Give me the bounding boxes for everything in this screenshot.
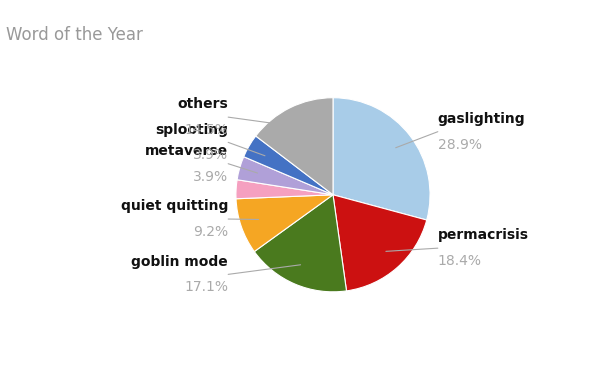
Text: metaverse: metaverse bbox=[145, 144, 228, 158]
Wedge shape bbox=[256, 98, 333, 195]
Wedge shape bbox=[254, 195, 347, 292]
Text: quiet quitting: quiet quitting bbox=[121, 199, 228, 213]
Text: 18.4%: 18.4% bbox=[438, 254, 482, 268]
Wedge shape bbox=[244, 136, 333, 195]
Wedge shape bbox=[237, 157, 333, 195]
Text: permacrisis: permacrisis bbox=[438, 228, 529, 242]
Wedge shape bbox=[333, 195, 427, 291]
Wedge shape bbox=[236, 195, 333, 252]
Text: 9.2%: 9.2% bbox=[193, 225, 228, 239]
Wedge shape bbox=[236, 180, 333, 199]
Text: others: others bbox=[178, 97, 228, 111]
Text: 14.5%: 14.5% bbox=[184, 123, 228, 137]
Text: 3.9%: 3.9% bbox=[193, 148, 228, 162]
Text: 17.1%: 17.1% bbox=[184, 280, 228, 294]
Text: gaslighting: gaslighting bbox=[438, 112, 526, 126]
Text: splooting: splooting bbox=[155, 122, 228, 137]
Text: Word of the Year: Word of the Year bbox=[6, 26, 143, 44]
Wedge shape bbox=[333, 98, 430, 220]
Text: 28.9%: 28.9% bbox=[438, 138, 482, 151]
Text: goblin mode: goblin mode bbox=[131, 255, 228, 269]
Text: 3.9%: 3.9% bbox=[193, 170, 228, 184]
